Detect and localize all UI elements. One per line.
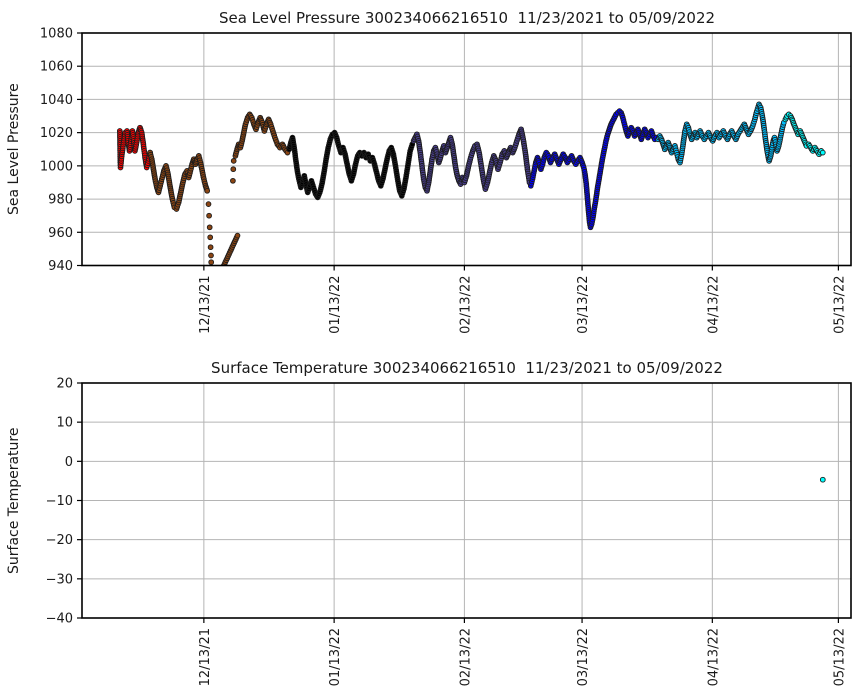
pressure-chart-title: Sea Level Pressure 300234066216510 11/23… [218, 9, 716, 27]
segment-dec-2021-sparse-descent [205, 201, 215, 266]
y-tick-label: −30 [46, 572, 73, 587]
x-tick-label: 04/13/22 [706, 276, 721, 334]
grid-lines [82, 33, 851, 266]
segment-nov-2021 [116, 124, 153, 171]
segment-apr-2022 [655, 101, 787, 166]
segment-dec-2021-sparse-rise [230, 158, 237, 184]
tick-labels: 12/13/21 01/13/22 02/13/22 03/13/22 04/13/22… [40, 27, 847, 334]
x-tick-label: 01/13/22 [328, 276, 343, 334]
segment-dec-2021-recovery [220, 232, 241, 266]
x-tick-label: 12/13/21 [198, 628, 213, 686]
x-tick-label: 05/13/22 [832, 276, 847, 334]
y-tick-label: 960 [48, 226, 73, 241]
x-tick-label: 12/13/21 [198, 276, 213, 334]
tick-labels: 12/13/21 01/13/22 02/13/22 03/13/22 04/13/22… [46, 377, 848, 687]
y-tick-label: 1080 [40, 27, 73, 42]
segment-jan-2022 [286, 129, 416, 201]
temperature-plot-svg: 12/13/21 01/13/22 02/13/22 03/13/22 04/13/22… [46, 377, 852, 687]
x-tick-label: 01/13/22 [328, 628, 343, 686]
y-tick-label: −40 [46, 612, 73, 627]
x-tick-label: 02/13/22 [458, 276, 473, 334]
pressure-y-axis-label: Sea Level Pressure [6, 83, 22, 216]
y-tick-label: 0 [65, 455, 73, 470]
temperature-chart: 12/13/21 01/13/22 02/13/22 03/13/22 04/13/22… [0, 350, 867, 700]
y-tick-label: 20 [56, 377, 73, 392]
plot-border [81, 32, 852, 267]
x-tick-label: 04/13/22 [706, 628, 721, 686]
temperature-y-axis-label: Surface Temperature [6, 427, 22, 574]
y-tick-label: 10 [56, 416, 73, 431]
x-tick-label: 05/13/22 [832, 628, 847, 686]
x-tick-label: 03/13/22 [576, 628, 591, 686]
axis-ticks [77, 32, 839, 271]
plot-border [81, 382, 852, 619]
y-tick-label: 980 [48, 193, 73, 208]
y-tick-label: 940 [48, 259, 73, 274]
y-tick-label: 1020 [40, 126, 73, 141]
y-tick-label: −20 [46, 533, 73, 548]
y-tick-label: −10 [46, 494, 73, 509]
x-tick-label: 03/13/22 [576, 276, 591, 334]
segment-mar-2022 [527, 108, 660, 231]
axis-ticks [77, 382, 839, 623]
y-tick-label: 1040 [40, 93, 73, 108]
segment-may-2022 [819, 476, 826, 483]
segment-dec-2021-b [232, 111, 291, 159]
data-points [116, 101, 826, 266]
segment-dec-2021-a [147, 149, 211, 212]
y-tick-label: 1060 [40, 60, 73, 75]
segment-may-2022 [782, 111, 826, 158]
segment-feb-2022 [410, 126, 533, 194]
x-tick-label: 02/13/22 [458, 628, 473, 686]
pressure-plot-svg: 12/13/21 01/13/22 02/13/22 03/13/22 04/13/22… [40, 27, 852, 334]
temperature-chart-title: Surface Temperature 300234066216510 11/2… [211, 359, 723, 377]
grid-lines [82, 383, 851, 618]
data-points [819, 476, 826, 483]
y-tick-label: 1000 [40, 159, 73, 174]
pressure-chart: 12/13/21 01/13/22 02/13/22 03/13/22 04/13/22… [6, 9, 852, 334]
